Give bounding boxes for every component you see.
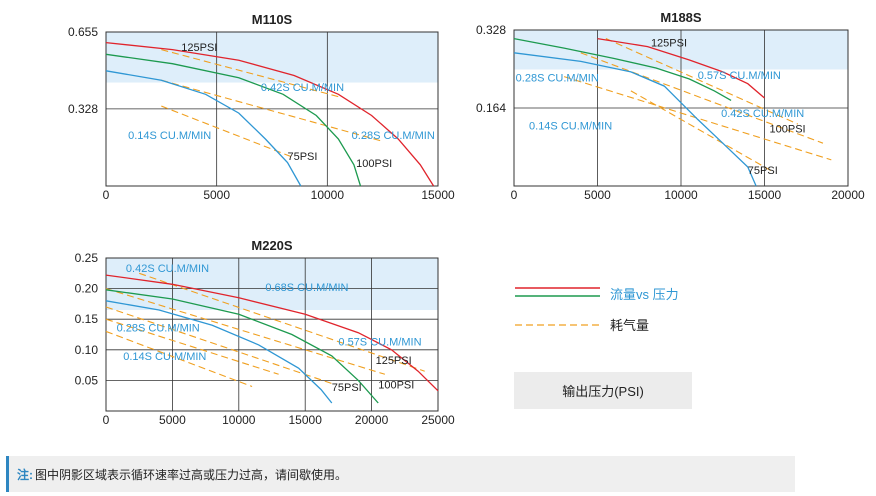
y-tick-label: 0.15 <box>75 312 99 326</box>
annotation-0-28s-cu-m-min: 0.28S CU.M/MIN <box>117 322 200 334</box>
x-tick-label: 5000 <box>159 413 186 427</box>
consumption-line-0-28s-cu-m-min <box>580 52 824 144</box>
annotation-100psi: 100PSI <box>770 123 806 135</box>
annotation-0-28s-cu-m-min: 0.28S CU.M/MIN <box>352 130 435 142</box>
annotation-0-14s-cu-m-min: 0.14S CU.M/MIN <box>529 120 612 132</box>
annotation-0-68s-cu-m-min: 0.68S CU.M/MIN <box>265 282 348 294</box>
annotation-0-57s-cu-m-min: 0.57S CU.M/MIN <box>698 70 781 82</box>
y-tick-label: 0.05 <box>75 373 99 387</box>
consumption-line-0-42s-cu-m-min <box>105 306 332 384</box>
x-tick-label: 0 <box>103 413 110 427</box>
consumption-line-0-14s-cu-m-min <box>105 330 253 388</box>
x-tick-label: 5000 <box>203 188 230 202</box>
y-tick-label: 0.25 <box>75 251 99 265</box>
flow-curve-75psi <box>105 70 302 187</box>
x-tick-label: 10000 <box>664 188 698 202</box>
annotation-0-14s-cu-m-min: 0.14S CU.M/MIN <box>128 130 211 142</box>
consumption-line-0-14s-cu-m-min <box>161 105 295 159</box>
chart-title: M188S <box>660 10 702 25</box>
y-tick-label: 0.10 <box>75 343 99 357</box>
annotation-0-57s-cu-m-min: 0.57S CU.M/MIN <box>338 337 421 349</box>
annotation-0-42s-cu-m-min: 0.42S CU.M/MIN <box>721 108 804 120</box>
consumption-line-0-57s-cu-m-min <box>105 288 386 375</box>
annotation-75psi: 75PSI <box>332 382 362 394</box>
flow-curve-125psi <box>105 41 435 187</box>
legend-consumption-label: 耗气量 <box>610 318 649 333</box>
annotation-75psi: 75PSI <box>287 151 317 163</box>
annotation-75psi: 75PSI <box>748 165 778 177</box>
x-tick-label: 15000 <box>421 188 455 202</box>
chart-m188s: M188S 0.328 0.164 0 5000 10000 15000 20000 125PS… <box>476 10 865 202</box>
note-label: 注: <box>17 467 33 482</box>
x-tick-label: 10000 <box>222 413 256 427</box>
flow-curve-100psi <box>513 37 732 101</box>
pressure-legend-label: 输出压力(PSI) <box>562 384 644 399</box>
x-tick-label: 25000 <box>421 413 455 427</box>
x-tick-label: 20000 <box>355 413 389 427</box>
x-tick-label: 20000 <box>831 188 865 202</box>
plot-frame <box>105 257 439 412</box>
note-bar: 注: 图中阴影区域表示循环速率过高或压力过高，请间歇使用。 <box>6 456 795 492</box>
chart-m220s: M220S 0.25 0.20 0.15 0.10 0.05 0 5000 10000 15000… <box>75 238 455 427</box>
chart-title: M220S <box>251 238 293 253</box>
annotation-0-28s-cu-m-min: 0.28S CU.M/MIN <box>516 72 599 84</box>
annotation-125psi: 125PSI <box>376 355 412 367</box>
note-text: 图中阴影区域表示循环速率过高或压力过高，请间歇使用。 <box>35 467 348 482</box>
x-tick-label: 10000 <box>311 188 345 202</box>
annotation-0-14s-cu-m-min: 0.14S CU.M/MIN <box>123 351 206 363</box>
legend-flow-label: 流量vs 压力 <box>610 287 679 302</box>
y-tick-label: 0.328 <box>68 102 98 116</box>
chart-m110s: M110S 0.655 0.328 0 5000 10000 15000 125PSI 0.42… <box>68 12 455 202</box>
y-tick-label: 0.164 <box>476 101 506 115</box>
flow-curve-125psi <box>105 274 439 392</box>
flow-curve-125psi <box>597 37 765 99</box>
annotation-125psi: 125PSI <box>181 42 217 54</box>
flow-curve-75psi <box>513 52 757 187</box>
shaded-region <box>106 258 438 311</box>
shaded-region <box>106 32 438 83</box>
pressure-legend-box: 输出压力(PSI) <box>514 372 692 409</box>
annotation-0-42s-cu-m-min: 0.42S CU.M/MIN <box>261 82 344 94</box>
annotation-100psi: 100PSI <box>378 379 414 391</box>
annotation-100psi: 100PSI <box>356 158 392 170</box>
plot-frame <box>105 31 439 187</box>
x-tick-label: 15000 <box>748 188 782 202</box>
consumption-line-0-14s-cu-m-min <box>630 90 774 173</box>
consumption-line-0-28s-cu-m-min <box>161 79 383 142</box>
x-tick-label: 15000 <box>289 413 323 427</box>
x-tick-label: 0 <box>103 188 110 202</box>
plot-frame <box>513 29 849 187</box>
flow-curve-75psi <box>105 300 333 404</box>
consumption-line-0-57s-cu-m-min <box>605 38 799 125</box>
annotation-0-42s-cu-m-min: 0.42S CU.M/MIN <box>126 263 209 275</box>
y-tick-label: 0.655 <box>68 25 98 39</box>
y-tick-label: 0.20 <box>75 282 99 296</box>
flow-curve-100psi <box>105 53 362 187</box>
chart-title: M110S <box>252 12 293 27</box>
x-tick-label: 5000 <box>584 188 611 202</box>
consumption-line-0-68s-cu-m-min <box>139 272 425 372</box>
legend: 流量vs 压力 耗气量 <box>515 287 679 333</box>
consumption-line-0-42s-cu-m-min <box>161 49 339 98</box>
consumption-line-0-42s-cu-m-min <box>563 76 832 161</box>
annotation-125psi: 125PSI <box>651 38 687 50</box>
x-tick-label: 0 <box>511 188 518 202</box>
y-tick-label: 0.328 <box>476 23 506 37</box>
flow-curve-100psi <box>105 289 379 404</box>
consumption-line-0-28s-cu-m-min <box>105 318 279 375</box>
